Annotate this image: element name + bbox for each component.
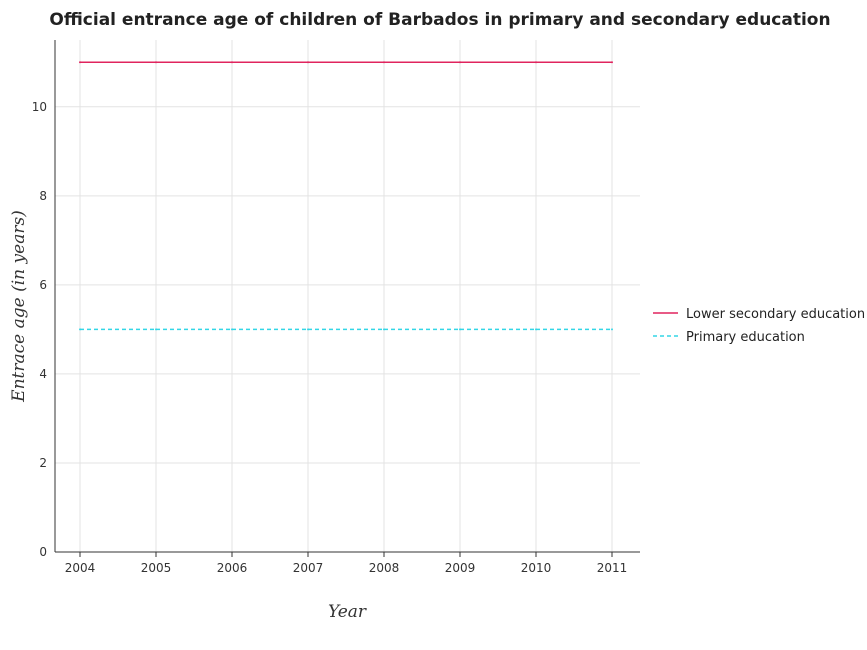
- x-tick-label: 2010: [521, 561, 552, 575]
- y-axis-label: Entrace age (in years): [9, 210, 29, 403]
- data-point: [307, 61, 309, 64]
- data-point: [79, 61, 81, 64]
- y-tick-label: 2: [39, 456, 47, 470]
- data-point: [231, 61, 233, 64]
- data-point: [611, 61, 613, 64]
- data-point: [459, 61, 461, 64]
- legend-label: Lower secondary education: [686, 307, 865, 322]
- y-tick-label: 10: [32, 100, 47, 114]
- data-point: [79, 328, 81, 331]
- series: [79, 61, 613, 331]
- y-tick-label: 6: [39, 278, 47, 292]
- data-point: [155, 61, 157, 64]
- legend-label: Primary education: [686, 330, 805, 345]
- y-tick-label: 0: [39, 545, 47, 559]
- y-tick-label: 8: [39, 189, 47, 203]
- x-axis-label: Year: [328, 602, 367, 622]
- chart-title: Official entrance age of children of Bar…: [49, 10, 830, 30]
- data-point: [383, 328, 385, 331]
- x-tick-label: 2009: [445, 561, 476, 575]
- axes: 0 2 4 6 8 10 2004 2005 2006 2007 2008 2009 2010 2011: [32, 40, 640, 575]
- data-point: [383, 61, 385, 64]
- grid: [55, 40, 640, 553]
- x-tick-label: 2005: [141, 561, 172, 575]
- data-point: [231, 328, 233, 331]
- y-tick-label: 4: [39, 367, 47, 381]
- data-point: [535, 328, 537, 331]
- legend: Lower secondary education Primary educati…: [653, 307, 865, 345]
- data-point: [307, 328, 309, 331]
- data-point: [535, 61, 537, 64]
- x-tick-label: 2011: [597, 561, 628, 575]
- data-point: [155, 328, 157, 331]
- x-tick-label: 2004: [65, 561, 96, 575]
- x-tick-label: 2008: [369, 561, 400, 575]
- data-point: [611, 328, 613, 331]
- x-tick-label: 2007: [293, 561, 324, 575]
- x-tick-label: 2006: [217, 561, 248, 575]
- data-point: [459, 328, 461, 331]
